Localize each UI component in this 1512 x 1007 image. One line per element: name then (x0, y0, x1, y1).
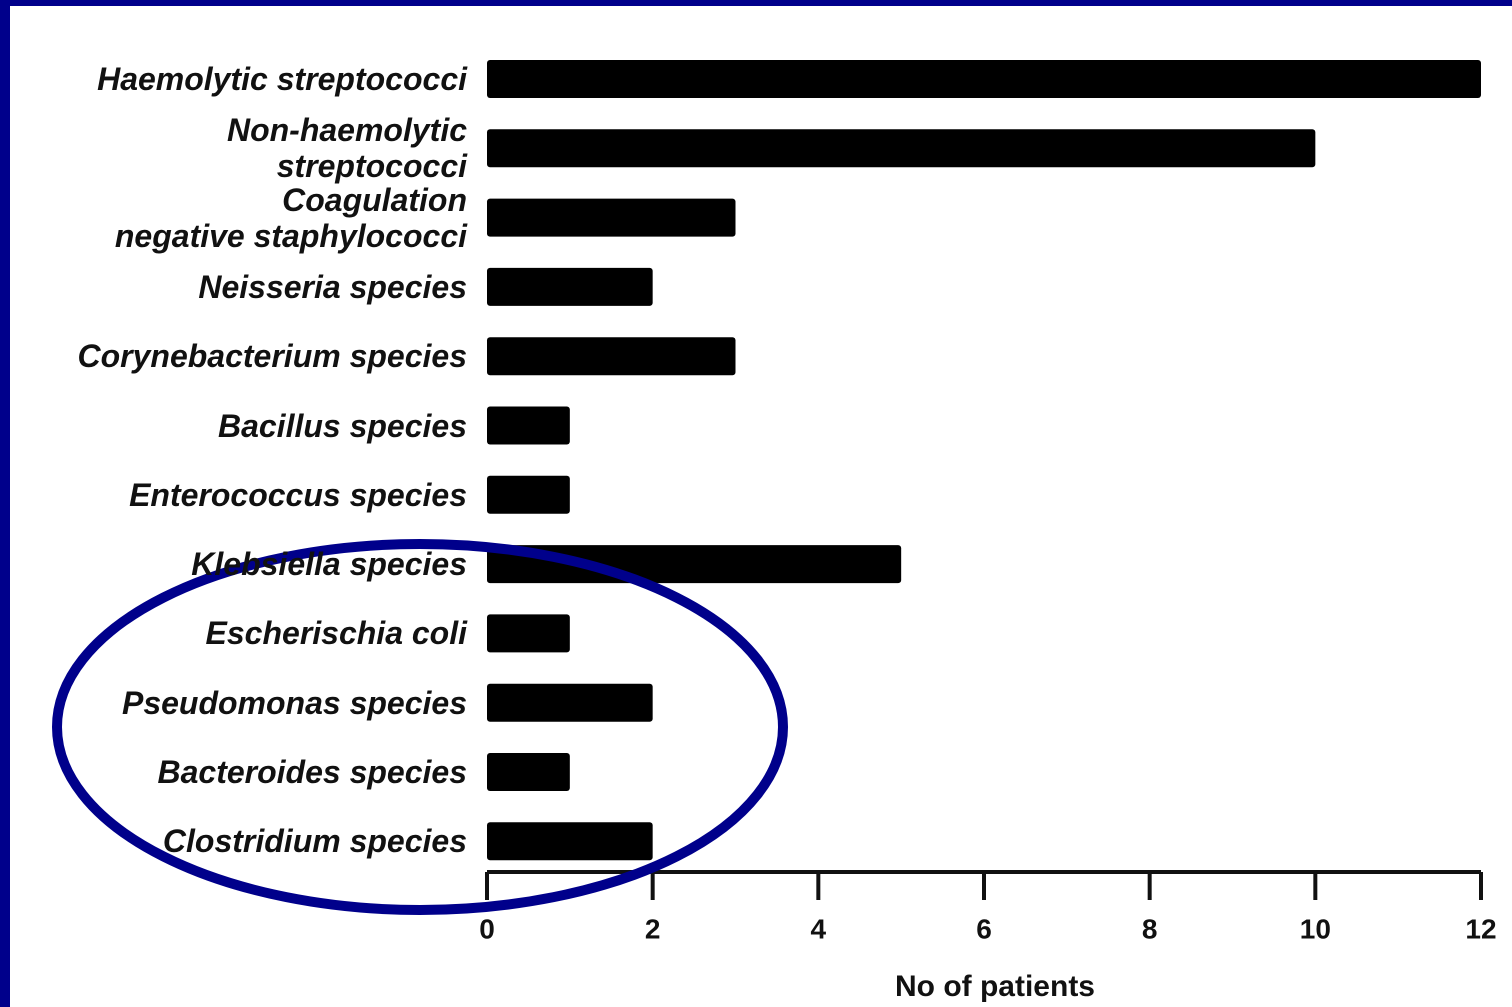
x-axis-label: No of patients (895, 970, 1095, 1003)
bar (487, 337, 736, 376)
category-label: Bacteroides species (157, 754, 468, 790)
category-label: Clostridium species (162, 823, 467, 860)
highlight-ellipse (52, 539, 788, 915)
bar (487, 683, 653, 722)
category-label: Pseudomonas species (121, 684, 467, 721)
x-tick-label: 8 (1142, 913, 1158, 944)
x-tick-label: 12 (1465, 913, 1496, 944)
x-tick-label: 6 (976, 913, 992, 944)
bar (487, 198, 736, 237)
x-tick-label: 4 (811, 913, 827, 944)
bar (487, 545, 902, 584)
bar (487, 129, 1316, 168)
bar (487, 822, 653, 861)
chart-area (10, 6, 1512, 1007)
bar (487, 60, 1481, 98)
category-label: Klebsiella species (191, 546, 467, 583)
bar (487, 614, 570, 653)
category-label: Coagulation negative staphylococci (114, 181, 467, 254)
category-label: Non-haemolytic streptococci (226, 112, 467, 185)
bar (487, 753, 570, 791)
x-tick-label: 2 (645, 913, 661, 944)
bar (487, 267, 653, 306)
bar (487, 475, 570, 514)
category-label: Corynebacterium species (77, 338, 468, 375)
category-label: Neisseria species (198, 268, 467, 305)
category-label: Haemolytic streptococci (97, 61, 467, 97)
x-tick-label: 10 (1300, 913, 1331, 944)
category-label: Enterococcus species (129, 476, 467, 513)
bar (487, 406, 570, 445)
category-label: Bacillus species (217, 407, 467, 444)
category-label: Escherischia coli (205, 615, 467, 652)
x-tick-label: 0 (479, 913, 495, 944)
